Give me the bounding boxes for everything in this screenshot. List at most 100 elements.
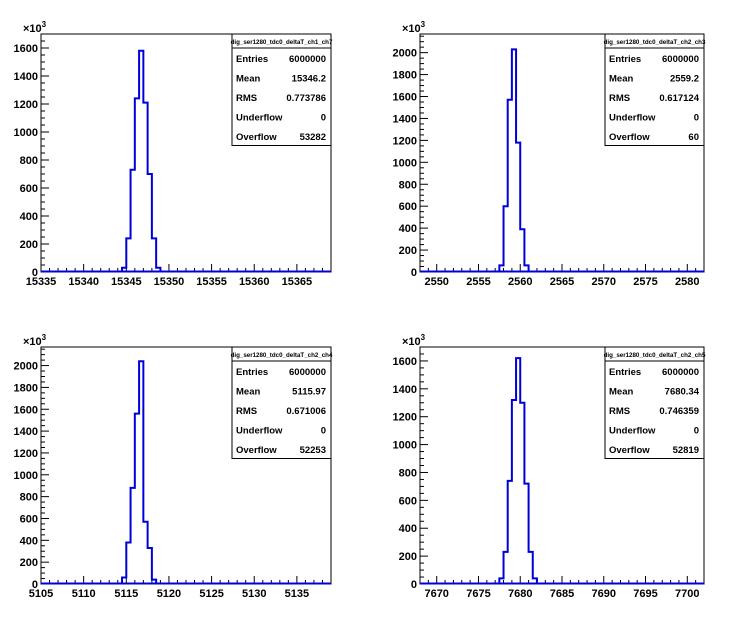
histogram-panel-3: 5105 5110 5115 5120 5125 5130 5135 0 200 400 600 80…: [14, 333, 333, 600]
x-tick-label: 2570: [592, 276, 616, 288]
stats-label: RMS: [236, 93, 257, 104]
y-tick-label: 1200: [393, 412, 417, 424]
y-tick-label: 1000: [14, 470, 38, 482]
y-tick-label: 1600: [393, 92, 417, 104]
x-tick-label: 2580: [675, 276, 699, 288]
stats-value: 52819: [673, 445, 699, 456]
stats-label: Overflow: [609, 445, 650, 456]
histogram-bin: [533, 578, 537, 584]
stats-value: 6000000: [289, 367, 326, 378]
x-tick-label: 2555: [466, 276, 490, 288]
y-tick-label: 400: [20, 535, 38, 547]
stats-value: 7680.34: [665, 386, 700, 397]
y-tick-label: 200: [20, 557, 38, 569]
histogram-bin: [152, 580, 156, 584]
y-tick-label: 800: [20, 492, 38, 504]
histogram-bin: [499, 265, 503, 272]
x-tick-label: 5105: [29, 588, 53, 600]
y-tick-label: 1400: [393, 113, 417, 125]
stats-label: Underflow: [236, 425, 283, 436]
x-tick-label: 7680: [508, 588, 532, 600]
y-tick-label: 1600: [14, 43, 38, 55]
histogram-bin: [516, 358, 520, 584]
stats-value: 6000000: [289, 54, 326, 65]
y-tick-label: 1200: [393, 135, 417, 147]
y-exponent-label: ×103: [23, 333, 47, 348]
stats-label: Entries: [609, 54, 641, 65]
stats-value: 0.773786: [286, 93, 326, 104]
stats-value: 0.671006: [286, 406, 326, 417]
x-tick-label: 2550: [424, 276, 448, 288]
y-tick-label: 1400: [393, 384, 417, 396]
histogram-title: dig_ser1280_tdc0_deltaT_ch2_ch3: [604, 39, 706, 46]
stats-label: Overflow: [609, 132, 650, 143]
x-tick-label: 7700: [675, 588, 699, 600]
histogram-bin: [512, 400, 516, 584]
histogram-title: dig_ser1280_tdc0_deltaT_ch2_ch4: [231, 352, 333, 359]
x-tick-label: 5130: [242, 588, 266, 600]
x-tick-label: 5110: [72, 588, 96, 600]
histogram-bin: [156, 268, 160, 272]
y-tick-label: 1800: [393, 70, 417, 82]
y-tick-label: 800: [399, 467, 417, 479]
histogram-bin: [148, 174, 152, 272]
y-tick-label: 800: [20, 155, 38, 167]
y-tick-label: 1000: [393, 440, 417, 452]
y-tick-label: 0: [32, 267, 38, 279]
x-tick-label: 15360: [239, 276, 270, 288]
y-tick-label: 1200: [14, 448, 38, 460]
y-tick-label: 200: [20, 239, 38, 251]
x-tick-label: 2575: [633, 276, 657, 288]
histogram-title: dig_ser1280_tdc0_deltaT_ch1_ch7: [231, 39, 333, 46]
histogram-series-line: [121, 49, 162, 272]
histogram-series-line: [121, 360, 158, 584]
stats-value: 6000000: [662, 367, 699, 378]
histogram-bin: [143, 522, 147, 584]
histogram-bin: [122, 268, 126, 272]
histogram-bin: [131, 170, 135, 272]
stats-label: Mean: [609, 73, 633, 84]
stats-value: 5115.97: [292, 386, 326, 397]
histogram-bin: [126, 238, 130, 272]
stats-label: Mean: [236, 73, 260, 84]
y-tick-label: 600: [399, 495, 417, 507]
x-tick-label: 15345: [111, 276, 142, 288]
stats-value: 0.617124: [659, 93, 699, 104]
y-tick-label: 400: [399, 523, 417, 535]
x-tick-label: 7685: [550, 588, 574, 600]
x-tick-label: 15335: [26, 276, 57, 288]
stats-label: RMS: [236, 406, 257, 417]
stats-value: 15346.2: [292, 73, 326, 84]
y-tick-label: 1600: [393, 356, 417, 368]
histogram-bin: [508, 100, 512, 272]
x-tick-label: 15340: [68, 276, 99, 288]
histogram-panel-1: 15335 15340 15345 15350 15355 15360 15365 0 200 4…: [14, 20, 333, 288]
histogram-bin: [499, 578, 503, 584]
y-exponent-label: ×103: [402, 333, 426, 348]
stats-label: Entries: [236, 367, 268, 378]
stats-label: Entries: [609, 367, 641, 378]
x-tick-label: 5120: [157, 588, 181, 600]
y-tick-label: 400: [399, 223, 417, 235]
histogram-series-line: [498, 357, 538, 584]
histogram-bin: [126, 542, 130, 584]
y-tick-label: 1400: [14, 426, 38, 438]
x-tick-label: 7695: [633, 588, 657, 600]
histogram-bin: [139, 51, 143, 272]
stats-label: Overflow: [236, 132, 277, 143]
x-tick-label: 5135: [285, 588, 309, 600]
stats-label: RMS: [609, 93, 630, 104]
stats-label: Underflow: [609, 425, 656, 436]
histogram-bin: [148, 548, 152, 584]
y-tick-label: 1200: [14, 99, 38, 111]
stats-label: Mean: [609, 386, 633, 397]
y-tick-label: 200: [399, 245, 417, 257]
stats-value: 2559.2: [670, 73, 699, 84]
y-tick-label: 2000: [393, 48, 417, 60]
stats-value: 53282: [300, 132, 326, 143]
histogram-bin: [139, 361, 143, 584]
histogram-bin: [135, 414, 139, 584]
y-tick-label: 600: [399, 201, 417, 213]
x-tick-label: 2565: [550, 276, 574, 288]
